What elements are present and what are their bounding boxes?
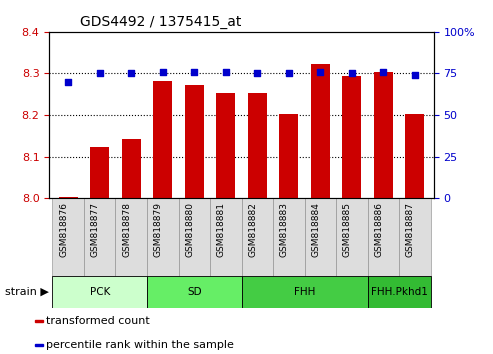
FancyBboxPatch shape [336,198,368,276]
Bar [248,93,267,198]
Bar [90,147,109,198]
Point [380,69,387,75]
Text: GDS4492 / 1375415_at: GDS4492 / 1375415_at [80,16,242,29]
Text: percentile rank within the sample: percentile rank within the sample [46,340,234,350]
Point [348,71,356,76]
Bar [280,114,298,198]
Text: PCK: PCK [90,287,110,297]
Text: GSM818876: GSM818876 [59,202,68,257]
Bar [35,344,43,346]
Text: strain ▶: strain ▶ [5,287,49,297]
FancyBboxPatch shape [305,198,336,276]
Text: GSM818884: GSM818884 [312,202,320,257]
Text: GSM818885: GSM818885 [343,202,352,257]
Point [317,69,324,75]
Bar [311,64,330,198]
FancyBboxPatch shape [178,198,210,276]
Text: GSM818882: GSM818882 [248,202,257,257]
Point [64,79,72,85]
Text: GSM818883: GSM818883 [280,202,289,257]
FancyBboxPatch shape [242,198,273,276]
FancyBboxPatch shape [52,198,84,276]
Text: SD: SD [187,287,202,297]
Text: GSM818886: GSM818886 [374,202,384,257]
Bar [59,197,78,198]
Text: GSM818881: GSM818881 [217,202,226,257]
Point [96,71,104,76]
Bar [405,114,424,198]
FancyBboxPatch shape [399,198,431,276]
Point [159,69,167,75]
Point [285,71,293,76]
Text: FHH.Pkhd1: FHH.Pkhd1 [371,287,427,297]
Point [127,71,135,76]
FancyBboxPatch shape [273,198,305,276]
Text: GSM818879: GSM818879 [154,202,163,257]
Text: GSM818878: GSM818878 [122,202,131,257]
Point [222,69,230,75]
FancyBboxPatch shape [368,276,431,308]
Point [190,69,198,75]
Bar [153,80,172,198]
Text: GSM818887: GSM818887 [406,202,415,257]
Bar [122,139,141,198]
Text: FHH: FHH [294,287,316,297]
Point [253,71,261,76]
Bar [343,76,361,198]
Bar [35,320,43,322]
FancyBboxPatch shape [147,276,242,308]
FancyBboxPatch shape [115,198,147,276]
FancyBboxPatch shape [210,198,242,276]
Text: GSM818880: GSM818880 [185,202,194,257]
FancyBboxPatch shape [52,276,147,308]
Bar [374,72,393,198]
Text: transformed count: transformed count [46,316,149,326]
Point [411,72,419,78]
Bar [185,85,204,198]
FancyBboxPatch shape [242,276,368,308]
Text: GSM818877: GSM818877 [91,202,100,257]
Bar [216,93,235,198]
FancyBboxPatch shape [368,198,399,276]
FancyBboxPatch shape [84,198,115,276]
FancyBboxPatch shape [147,198,178,276]
